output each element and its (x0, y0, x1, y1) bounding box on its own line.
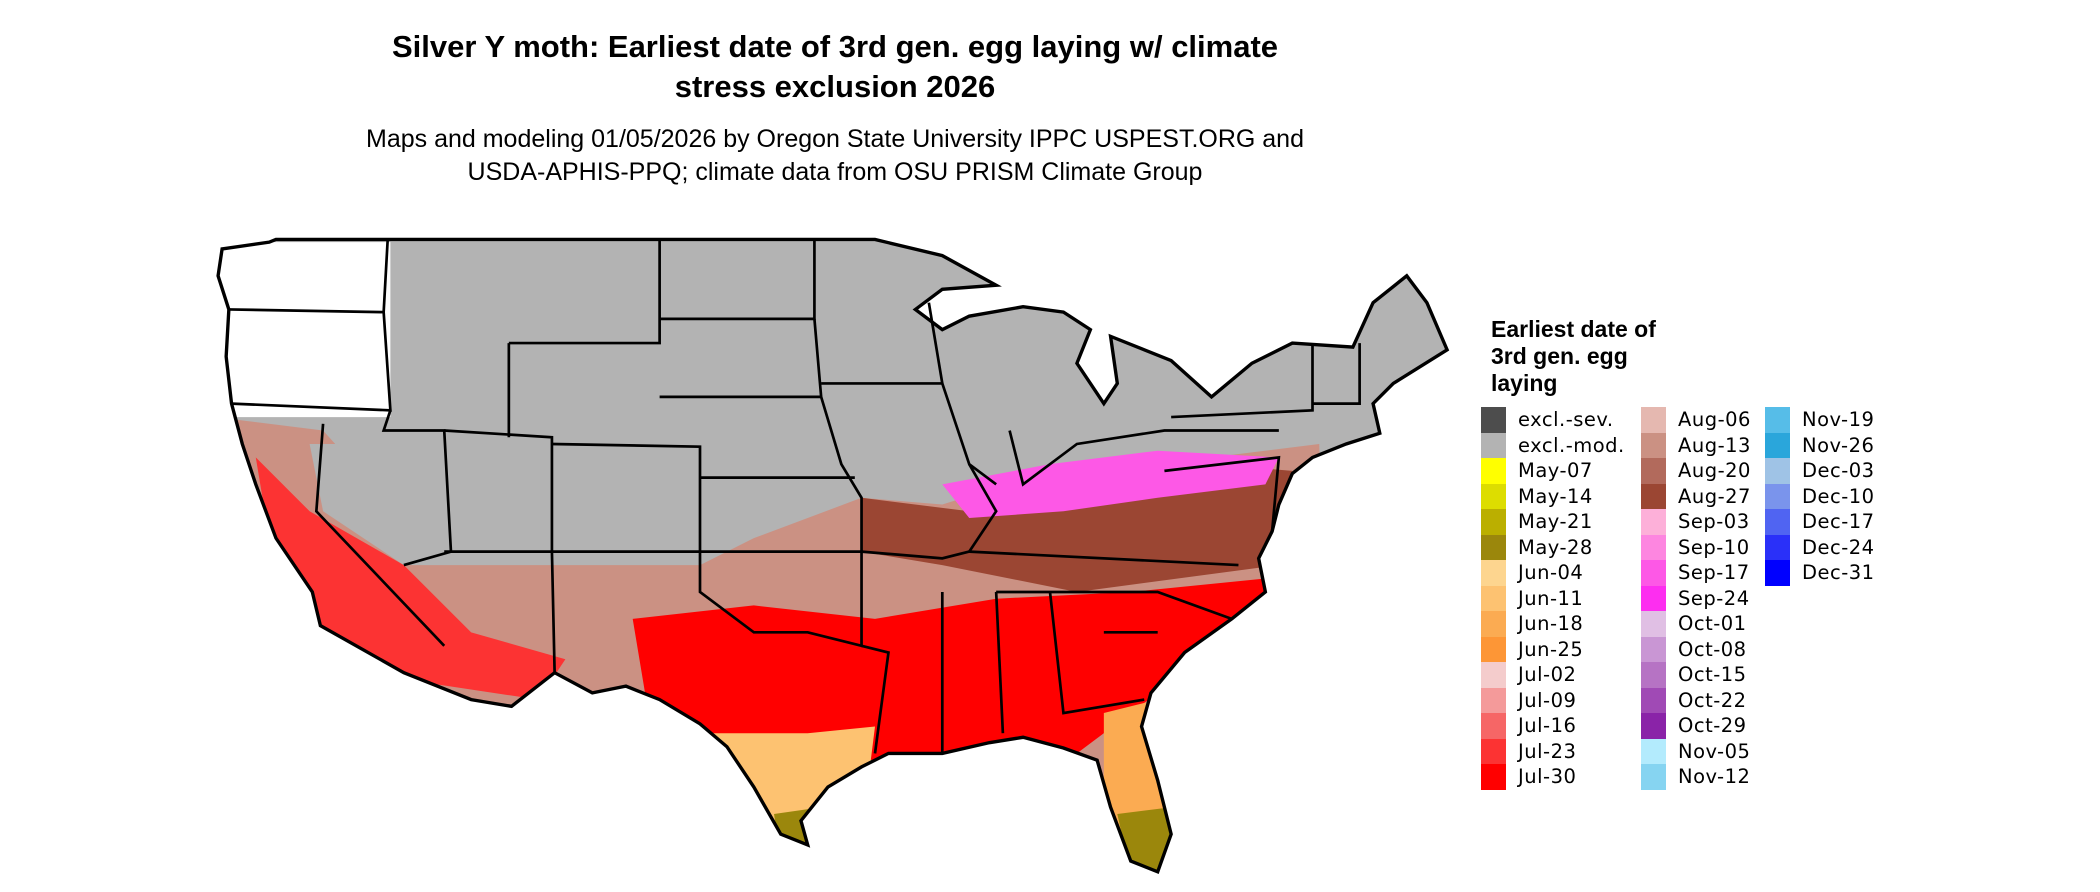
legend-swatch (1481, 560, 1506, 586)
legend-label: Nov-26 (1802, 433, 1875, 457)
legend-label: Jul-30 (1518, 765, 1577, 788)
legend-swatch (1481, 432, 1506, 458)
legend-label: Jun-25 (1518, 637, 1584, 661)
legend-swatch (1481, 585, 1506, 611)
legend-label: Jul-23 (1518, 739, 1577, 763)
legend-label: May-28 (1518, 535, 1593, 559)
legend-label: May-21 (1518, 510, 1593, 533)
legend-swatch (1641, 611, 1666, 637)
title-line-1: Silver Y moth: Earliest date of 3rd gen.… (391, 29, 1279, 64)
legend-label: May-07 (1518, 459, 1593, 482)
legend-label: Dec-31 (1802, 561, 1875, 584)
legend-swatch (1481, 611, 1506, 637)
legend-label: Dec-17 (1802, 510, 1875, 533)
legend-swatch (1765, 407, 1790, 433)
legend-swatch (1765, 534, 1790, 560)
legend-label: Oct-29 (1678, 714, 1747, 737)
legend-swatch (1641, 509, 1666, 535)
legend-swatch (1481, 534, 1506, 560)
map-subtitle: Maps and modeling 01/05/2026 by Oregon S… (0, 123, 1670, 189)
legend-swatch (1481, 509, 1506, 535)
legend-swatch (1641, 662, 1666, 688)
legend-label: May-14 (1518, 484, 1593, 508)
legend-label: Oct-08 (1678, 637, 1747, 661)
legend-label: Jun-11 (1518, 586, 1584, 610)
legend-swatch (1481, 458, 1506, 484)
legend-swatch (1641, 585, 1666, 611)
legend-swatch (1641, 687, 1666, 713)
legend-label: Dec-24 (1802, 535, 1875, 559)
legend-label: excl.-sev. (1518, 408, 1614, 431)
legend-swatch (1765, 432, 1790, 458)
legend-label: Jul-09 (1518, 688, 1577, 712)
legend-title: Earliest date of 3rd gen. egg laying (1491, 316, 1656, 396)
legend-label: Jul-02 (1518, 663, 1577, 686)
legend-label: Oct-22 (1678, 688, 1747, 712)
legend-label: Aug-06 (1678, 408, 1751, 431)
legend-label: excl.-mod. (1518, 433, 1625, 457)
dark-brown-band-region (861, 464, 1293, 592)
legend-swatch (1765, 509, 1790, 535)
legend-swatch (1481, 662, 1506, 688)
legend-swatch (1641, 458, 1666, 484)
pacific-northwest-white-region (218, 242, 391, 418)
legend-label: Aug-13 (1678, 433, 1751, 457)
legend-swatch (1765, 458, 1790, 484)
legend-label: Aug-20 (1678, 459, 1751, 482)
legend-swatch (1641, 636, 1666, 662)
legend-swatch (1641, 432, 1666, 458)
legend-swatch (1481, 713, 1506, 739)
legend-label: Aug-27 (1678, 484, 1751, 508)
state-borders (228, 239, 1361, 754)
legend-swatch (1765, 483, 1790, 509)
legend-swatch (1641, 738, 1666, 764)
legend-swatch (1641, 407, 1666, 433)
legend-label: Oct-15 (1678, 663, 1747, 686)
legend-swatch (1641, 534, 1666, 560)
map-title: Silver Y moth: Earliest date of 3rd gen.… (0, 27, 1670, 107)
legend-swatch (1481, 687, 1506, 713)
legend-swatch (1481, 764, 1506, 790)
legend-label: Nov-12 (1678, 765, 1751, 788)
legend-label: Sep-10 (1678, 535, 1750, 559)
legend-swatch (1641, 560, 1666, 586)
legend-label: Dec-03 (1802, 459, 1875, 482)
legend-swatch (1641, 483, 1666, 509)
legend-swatch (1765, 560, 1790, 586)
legend-label: Oct-01 (1678, 612, 1747, 635)
legend-label: Jul-16 (1518, 714, 1577, 737)
legend-label: Nov-05 (1678, 739, 1751, 763)
nevada-gray-region (309, 443, 445, 566)
subtitle-line-2: USDA-APHIS-PPQ; climate data from OSU PR… (467, 158, 1203, 186)
legend-swatch (1641, 713, 1666, 739)
legend-label: Sep-17 (1678, 561, 1750, 584)
legend-swatch (1481, 483, 1506, 509)
legend-label: Jun-04 (1518, 561, 1584, 584)
subtitle-line-1: Maps and modeling 01/05/2026 by Oregon S… (366, 125, 1304, 153)
legend-label: Nov-19 (1802, 408, 1875, 431)
legend-label: Sep-24 (1678, 586, 1750, 610)
legend-swatch (1481, 738, 1506, 764)
legend-label: Jun-18 (1518, 612, 1584, 635)
legend-swatch (1481, 636, 1506, 662)
legend-swatch (1641, 764, 1666, 790)
legend-swatch (1481, 407, 1506, 433)
legend-label: Dec-10 (1802, 484, 1875, 508)
legend-label: Sep-03 (1678, 510, 1750, 533)
title-line-2: stress exclusion 2026 (674, 69, 996, 104)
